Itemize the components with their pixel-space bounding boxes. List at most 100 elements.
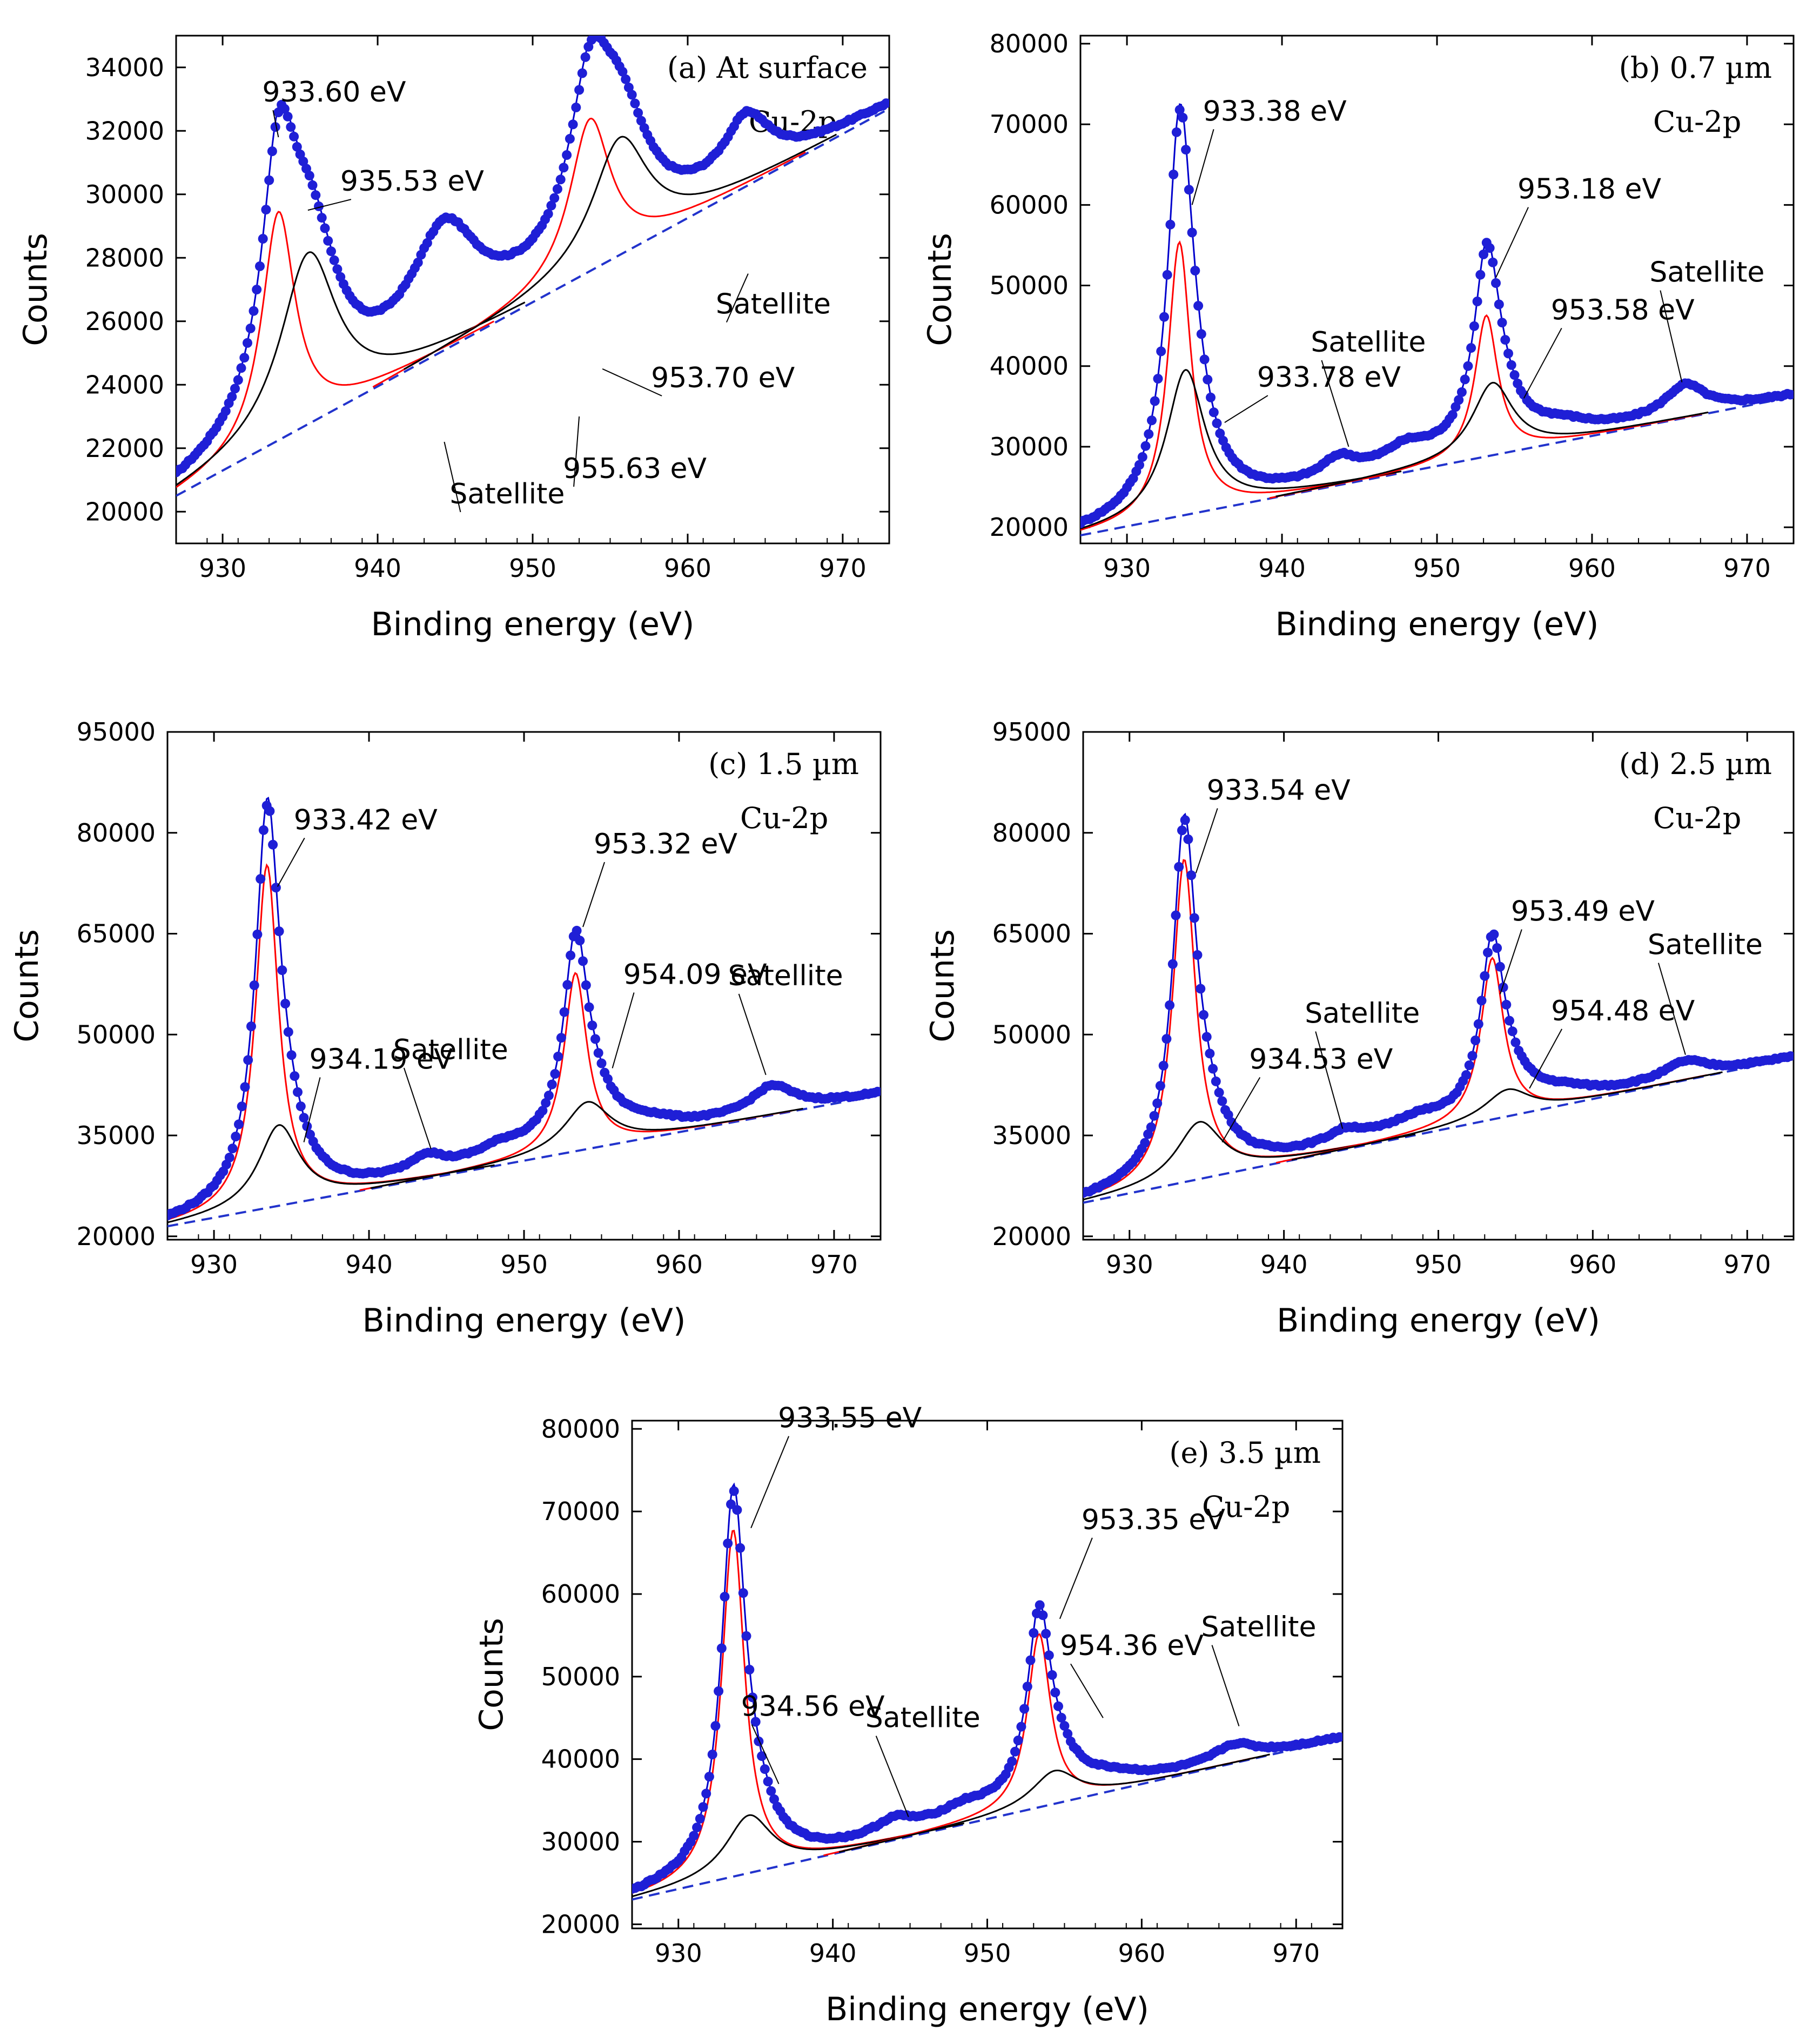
annotation-leader (444, 441, 461, 513)
data-point (757, 1751, 767, 1761)
y-tick-label: 50000 (77, 1020, 156, 1049)
data-point (237, 1101, 247, 1112)
x-tick-label: 950 (500, 1250, 548, 1279)
y-tick-label: 20000 (990, 513, 1069, 542)
data-point (293, 1087, 303, 1097)
data-point (230, 384, 240, 394)
data-point (1489, 929, 1499, 939)
y-tick-label: 20000 (85, 497, 164, 526)
data-point (1013, 1736, 1023, 1745)
x-tick-label: 960 (664, 554, 711, 583)
panel-subtitle: Cu-2p (1653, 105, 1741, 139)
x-tick-label: 960 (1118, 1939, 1165, 1968)
data-point (1192, 950, 1203, 960)
annotation-label: Satellite (393, 1034, 508, 1066)
x-tick-label: 970 (1272, 1939, 1320, 1968)
data-point (1497, 318, 1507, 328)
y-tick-label: 80000 (990, 29, 1069, 58)
x-tick-label: 970 (1723, 554, 1771, 583)
data-point (581, 980, 591, 990)
data-point (748, 1692, 757, 1703)
chart-panel-2: 930 940 950 960 970 20000 30000 40000 50000 60000… (921, 29, 1795, 643)
data-point (1171, 910, 1181, 920)
component-peak-4 (1291, 1071, 1723, 1161)
data-point (1174, 862, 1184, 872)
data-point (326, 246, 336, 257)
annotation-leader (875, 1736, 909, 1818)
data-point (769, 1794, 779, 1804)
data-point (1223, 1110, 1233, 1120)
annotation-label: 955.63 eV (563, 453, 707, 485)
data-point (704, 1772, 714, 1782)
annotation-label: Satellite (865, 1702, 981, 1734)
annotation-leader (1191, 129, 1214, 205)
annotation-leader (726, 273, 749, 323)
background-line (176, 107, 889, 497)
annotation-label: 934.56 eV (741, 1691, 885, 1723)
data-point (559, 1007, 569, 1017)
data-point (555, 174, 566, 185)
x-tick-label: 940 (809, 1939, 857, 1968)
data-point (1184, 185, 1194, 195)
data-point (538, 1106, 548, 1116)
data-point (286, 122, 296, 132)
y-tick-label: 30000 (990, 432, 1069, 461)
data-point (566, 950, 576, 960)
annotation-label: 953.70 eV (651, 362, 795, 394)
data-point (553, 1051, 563, 1061)
curves (176, 36, 889, 497)
annotation-leader (1321, 360, 1349, 447)
data-point (1134, 460, 1144, 470)
data-point (243, 338, 252, 348)
data-point (1190, 266, 1200, 275)
data-point (270, 122, 280, 132)
data-point (572, 925, 582, 936)
data-points (632, 1486, 1342, 1894)
y-tick-label: 32000 (85, 116, 164, 145)
data-point (549, 193, 560, 203)
data-point (741, 1631, 751, 1641)
data-point (1174, 105, 1185, 115)
data-point (243, 1055, 253, 1065)
x-tick-label: 940 (1258, 554, 1306, 583)
annotation-leader (307, 199, 352, 211)
annotation-label: Satellite (716, 288, 831, 321)
data-point (1050, 1687, 1060, 1698)
data-point (1473, 1019, 1483, 1029)
data-point (577, 68, 587, 78)
component-peak-3 (372, 117, 806, 388)
data-point (556, 1033, 566, 1043)
data-point (1056, 1712, 1066, 1723)
data-point (584, 1002, 594, 1012)
data-point (1208, 1064, 1218, 1074)
data-point (1144, 429, 1154, 439)
data-point (1201, 1032, 1212, 1042)
annotation-leader (1660, 290, 1683, 382)
component-peak-4 (1275, 381, 1709, 497)
annotation-leader (1195, 808, 1218, 873)
annotation-label: Satellite (1305, 998, 1420, 1030)
data-point (234, 1119, 244, 1129)
annotation-leader (1315, 1031, 1344, 1129)
data-point (735, 1543, 746, 1553)
data-point (332, 264, 343, 274)
data-point (1214, 1087, 1224, 1098)
data-points (167, 801, 881, 1221)
data-point (1153, 374, 1163, 384)
data-point (255, 261, 265, 271)
x-tick-label: 960 (1568, 554, 1616, 583)
chart-panel-5: 930 940 950 960 970 20000 30000 40000 50000 60000… (473, 1402, 1344, 2028)
annotation-label: Satellite (1201, 1611, 1316, 1644)
data-point (256, 874, 266, 884)
annotation-leader (582, 862, 605, 927)
data-points (1083, 815, 1794, 1198)
data-point (750, 1717, 761, 1727)
data-point (1466, 343, 1476, 353)
data-point (1022, 1682, 1032, 1692)
data-point (1152, 1098, 1163, 1108)
data-point (261, 205, 271, 215)
data-point (236, 363, 246, 373)
data-point (1161, 1034, 1172, 1044)
data-point (1171, 127, 1181, 137)
annotation-leader (1211, 1645, 1240, 1726)
